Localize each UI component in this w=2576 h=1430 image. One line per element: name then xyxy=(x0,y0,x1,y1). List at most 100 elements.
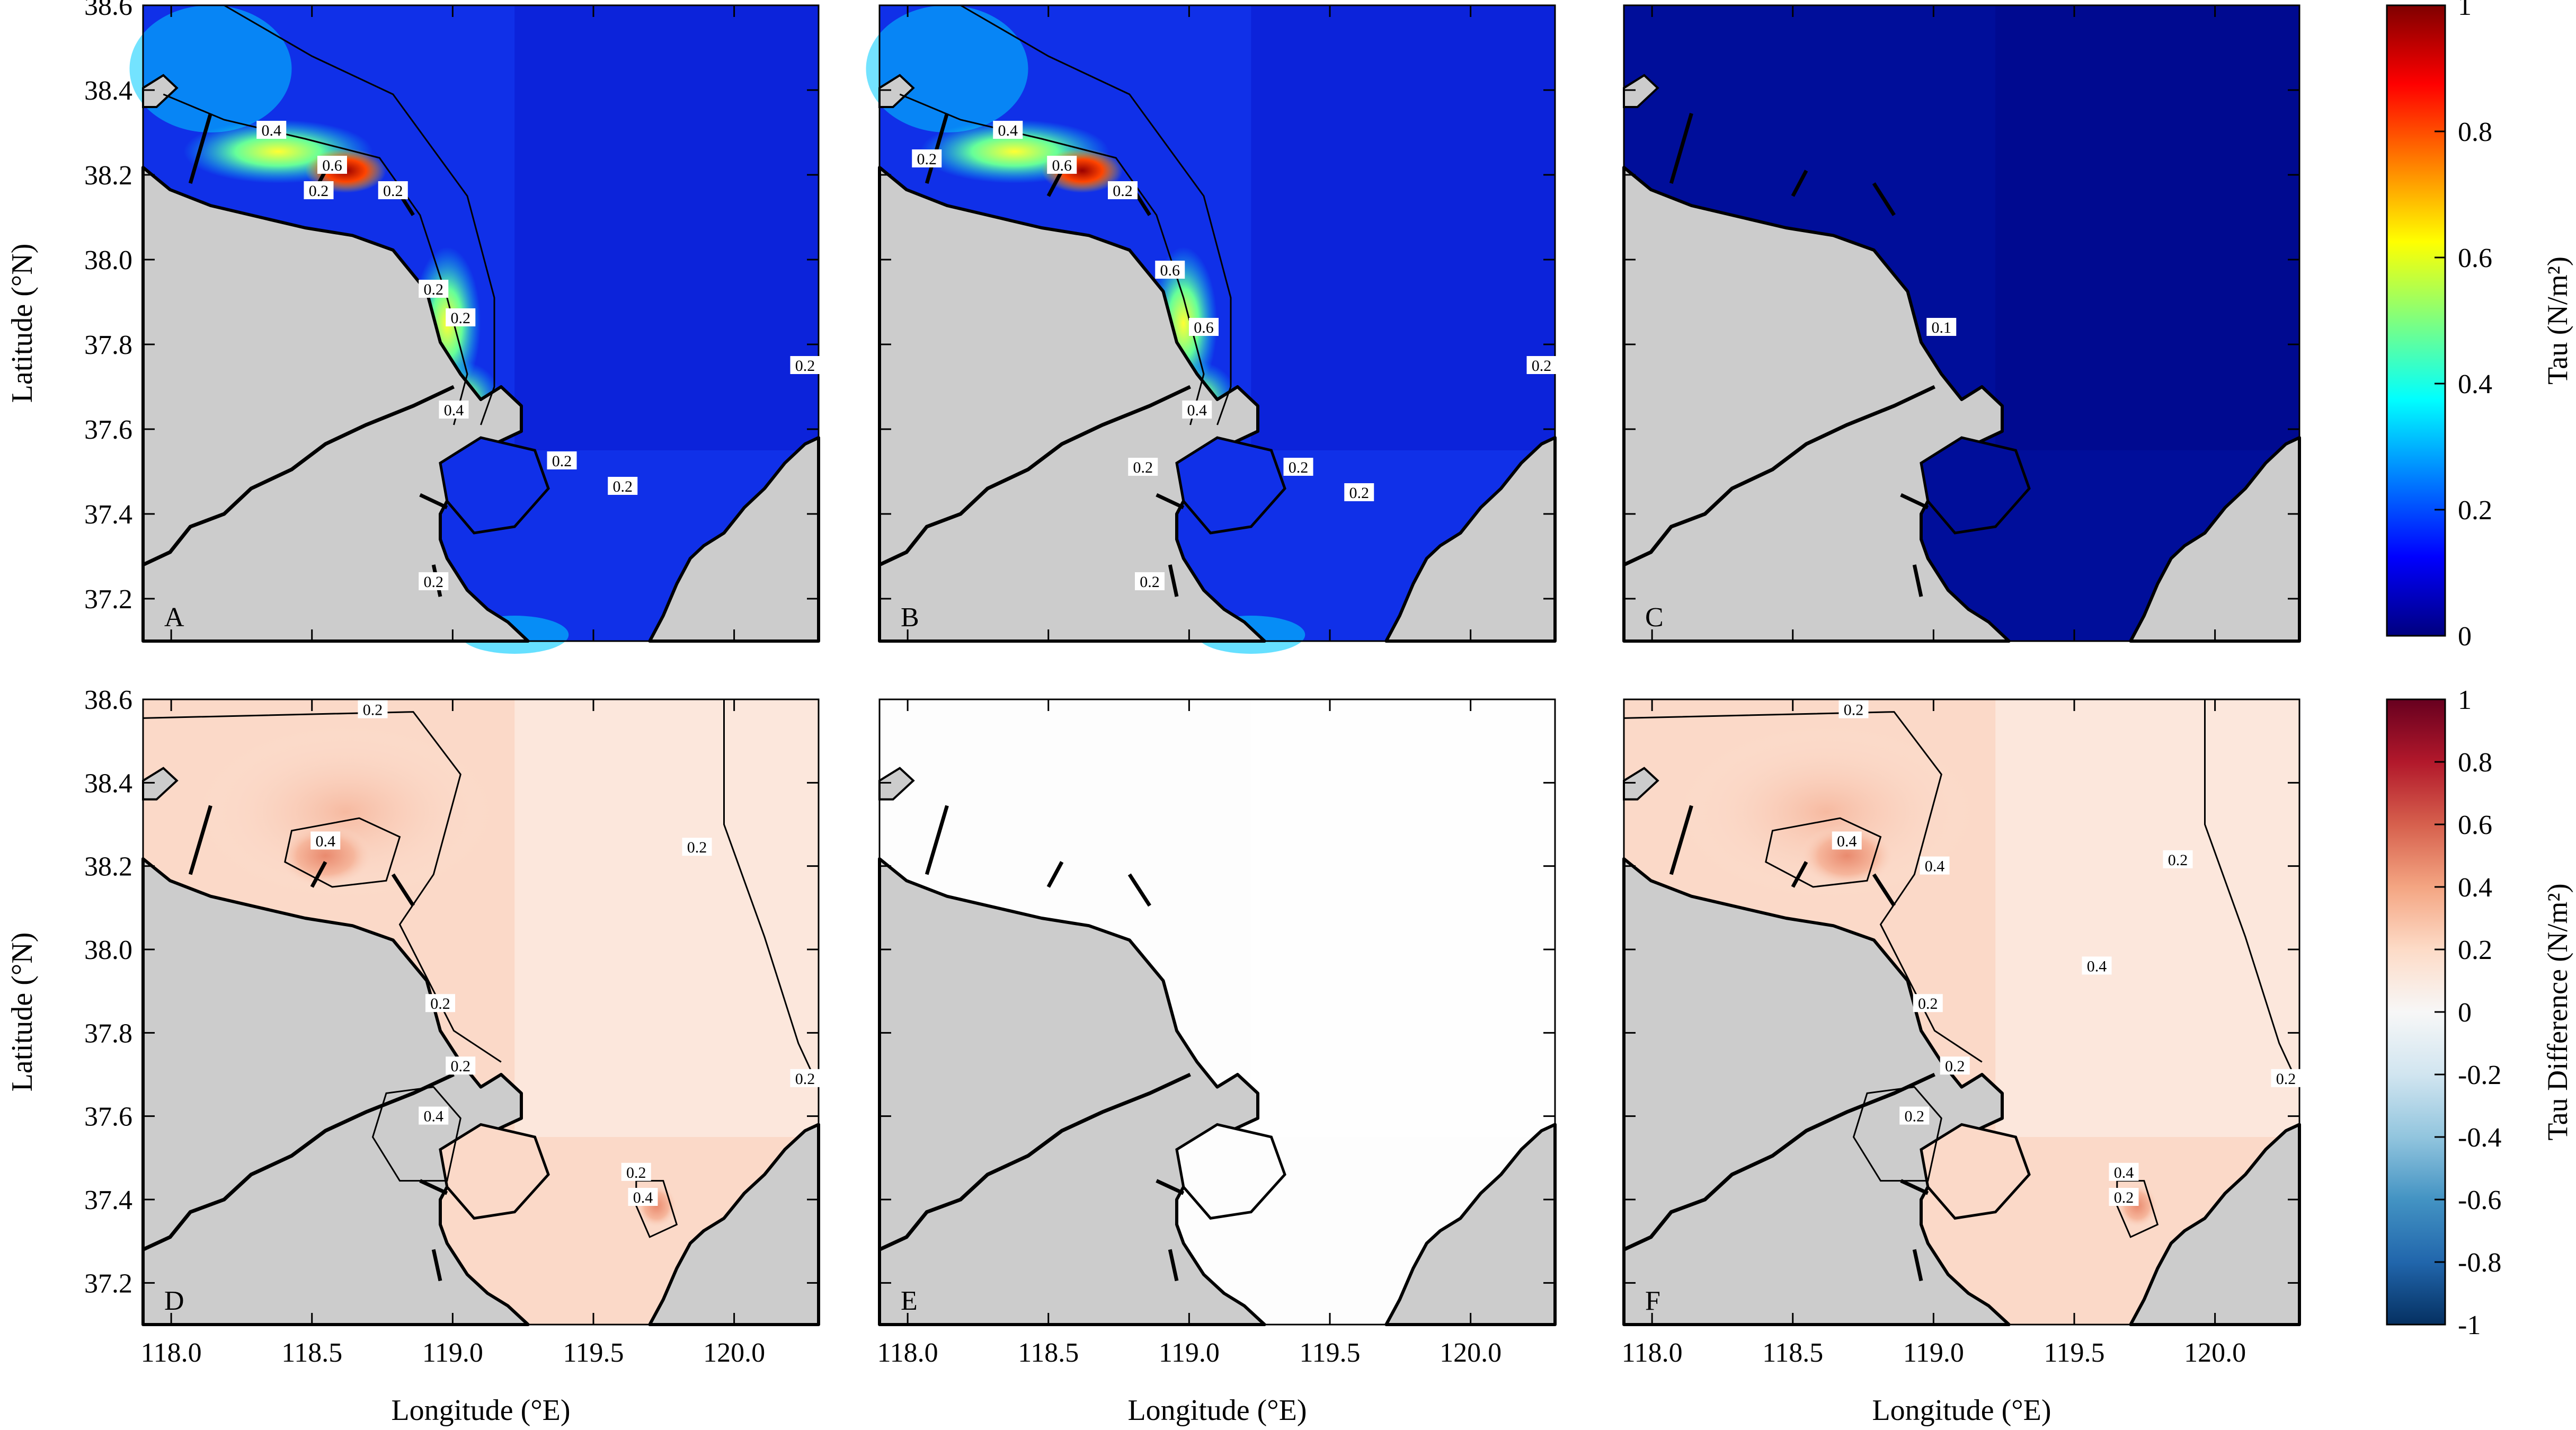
contour-label-text: 0.2 xyxy=(626,1164,646,1182)
contour-label: 0.2 xyxy=(1899,1106,1930,1125)
positive-difference-zone xyxy=(1678,724,1975,900)
contour-label-bg xyxy=(912,149,942,167)
x-tick-label: 120.0 xyxy=(1440,1338,1502,1368)
contour-label-text: 0.2 xyxy=(424,281,444,298)
contour-label: 0.2 xyxy=(2163,850,2193,869)
jetty-line xyxy=(1872,182,1896,216)
contour-label-text: 0.2 xyxy=(1349,484,1370,502)
panel-frame xyxy=(878,4,1556,642)
contour-label-bg xyxy=(608,477,638,495)
contour-label-text: 0.4 xyxy=(2087,957,2107,975)
contour-label: 0.4 xyxy=(993,121,1023,139)
contour-label-text: 0.2 xyxy=(1844,701,1864,719)
contour-label-text: 0.2 xyxy=(2114,1189,2134,1206)
contour-label-bg xyxy=(1913,994,1943,1012)
contour-label-bg xyxy=(628,1188,658,1206)
contour-label: 0.2 xyxy=(1526,356,1557,375)
contour-label-bg xyxy=(2082,956,2112,975)
x-tick-label: 118.5 xyxy=(1018,1338,1079,1368)
contour-label-text: 0.2 xyxy=(451,1058,471,1075)
contour-label-bg xyxy=(1899,1106,1930,1125)
x-tick-label: 119.0 xyxy=(1903,1338,1964,1368)
jetty-line xyxy=(1669,113,1693,184)
offshore-water xyxy=(1995,699,2299,1137)
bay-water xyxy=(439,1123,550,1220)
contour-label-bg xyxy=(1926,318,1957,336)
contour-label-bg xyxy=(1920,856,1950,875)
contour-line xyxy=(1623,711,1983,1063)
colorbar-tick-label: 1 xyxy=(2458,0,2472,21)
river-line xyxy=(142,385,455,567)
jetty-line xyxy=(1168,1249,1179,1282)
panel-letter-a: A xyxy=(164,602,184,633)
contour-label-bg xyxy=(304,181,334,199)
contour-label: 0.1 xyxy=(1926,318,1957,336)
colorbar-title: Tau (N/m²) xyxy=(2542,256,2573,385)
y-tick-label: 38.2 xyxy=(84,161,132,191)
contour-label-text: 0.2 xyxy=(2168,851,2188,869)
jetty-line xyxy=(1791,170,1808,197)
contour-label-bg xyxy=(446,1056,476,1075)
map-panel-e: E xyxy=(878,698,1557,1326)
panel-letter-b: B xyxy=(901,602,919,633)
contour-label: 0.2 xyxy=(790,356,820,375)
contour-label-bg xyxy=(310,831,341,850)
contour-label: 0.4 xyxy=(628,1188,658,1206)
offshore-water xyxy=(514,5,819,450)
contour-label-bg xyxy=(1344,483,1374,501)
colorbar-tick-label: -0.4 xyxy=(2458,1123,2501,1153)
x-tick-label: 118.0 xyxy=(877,1338,938,1368)
contour-label: 0.2 xyxy=(547,451,577,470)
contour-label-text: 0.4 xyxy=(1925,858,1945,875)
jetty-line xyxy=(1900,493,1929,510)
contour-label: 0.2 xyxy=(425,994,455,1012)
contour-label: 0.2 xyxy=(378,181,408,200)
contour-label: 0.2 xyxy=(1108,181,1138,200)
jetty-line xyxy=(1156,1179,1185,1195)
colorbar-scale xyxy=(2386,4,2446,637)
positive-difference-zone xyxy=(197,724,494,900)
panel-letter-e: E xyxy=(901,1286,918,1316)
x-tick-label: 118.0 xyxy=(141,1338,202,1368)
contour-label: 0.4 xyxy=(1832,831,1862,850)
contour-label-bg xyxy=(1182,401,1212,419)
jetty-line xyxy=(1872,873,1896,907)
contour-label-text: 0.4 xyxy=(633,1189,653,1206)
contour-label-bg xyxy=(621,1162,651,1181)
river-line xyxy=(878,1072,1191,1251)
contour-label-bg xyxy=(1940,1056,1970,1075)
contour-line xyxy=(723,699,820,1088)
contour-line xyxy=(284,817,401,888)
jetty-line xyxy=(1127,873,1151,907)
contour-label-bg xyxy=(790,1069,820,1087)
bay-water xyxy=(439,436,550,535)
contour-label: 0.4 xyxy=(1182,401,1212,419)
y-tick-label: 38.4 xyxy=(84,76,132,106)
contour-label: 0.2 xyxy=(419,280,449,298)
map-panel-f: F 0.2 0.4 0.4 0.2 0.2 0.2 0.4 0.2 0.4 0.2 0.2 xyxy=(1622,698,2301,1326)
jetty-line xyxy=(1791,861,1808,888)
contour-label-bg xyxy=(1128,458,1158,476)
contour-label-bg xyxy=(1047,156,1077,174)
x-axis-title: Longitude (°E) xyxy=(1872,1394,2051,1427)
contour-label: 0.2 xyxy=(358,700,388,719)
contour-label-text: 0.4 xyxy=(998,122,1018,139)
contour-line xyxy=(960,4,1232,425)
y-axis-title: Latitude (°N) xyxy=(6,932,39,1092)
jetty-line xyxy=(925,805,949,875)
river-line xyxy=(142,1072,455,1251)
contour-label-text: 0.2 xyxy=(1289,459,1309,476)
land-mainland xyxy=(141,166,530,643)
contour-label-bg xyxy=(419,280,449,298)
jetty-line xyxy=(1046,170,1064,197)
jetty-line xyxy=(419,493,448,510)
jetty-line xyxy=(1046,861,1064,888)
contour-line xyxy=(143,711,502,1063)
y-tick-label: 38.0 xyxy=(84,935,132,965)
contour-label: 0.2 xyxy=(621,1162,651,1182)
contour-label-text: 0.6 xyxy=(1194,319,1214,336)
bay-water xyxy=(1175,1123,1286,1220)
contour-label-text: 0.2 xyxy=(795,357,815,375)
x-axis-title: Longitude (°E) xyxy=(391,1394,570,1427)
contour-label-text: 0.2 xyxy=(451,309,471,327)
